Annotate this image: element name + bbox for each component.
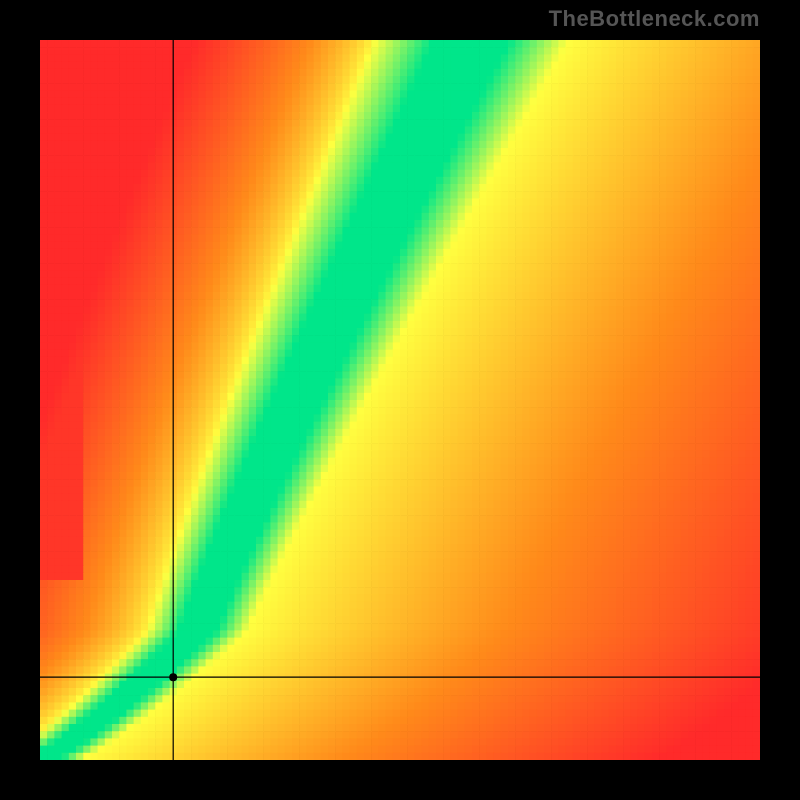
chart-container: TheBottleneck.com (0, 0, 800, 800)
bottleneck-heatmap (40, 40, 760, 760)
watermark-label: TheBottleneck.com (549, 6, 760, 32)
